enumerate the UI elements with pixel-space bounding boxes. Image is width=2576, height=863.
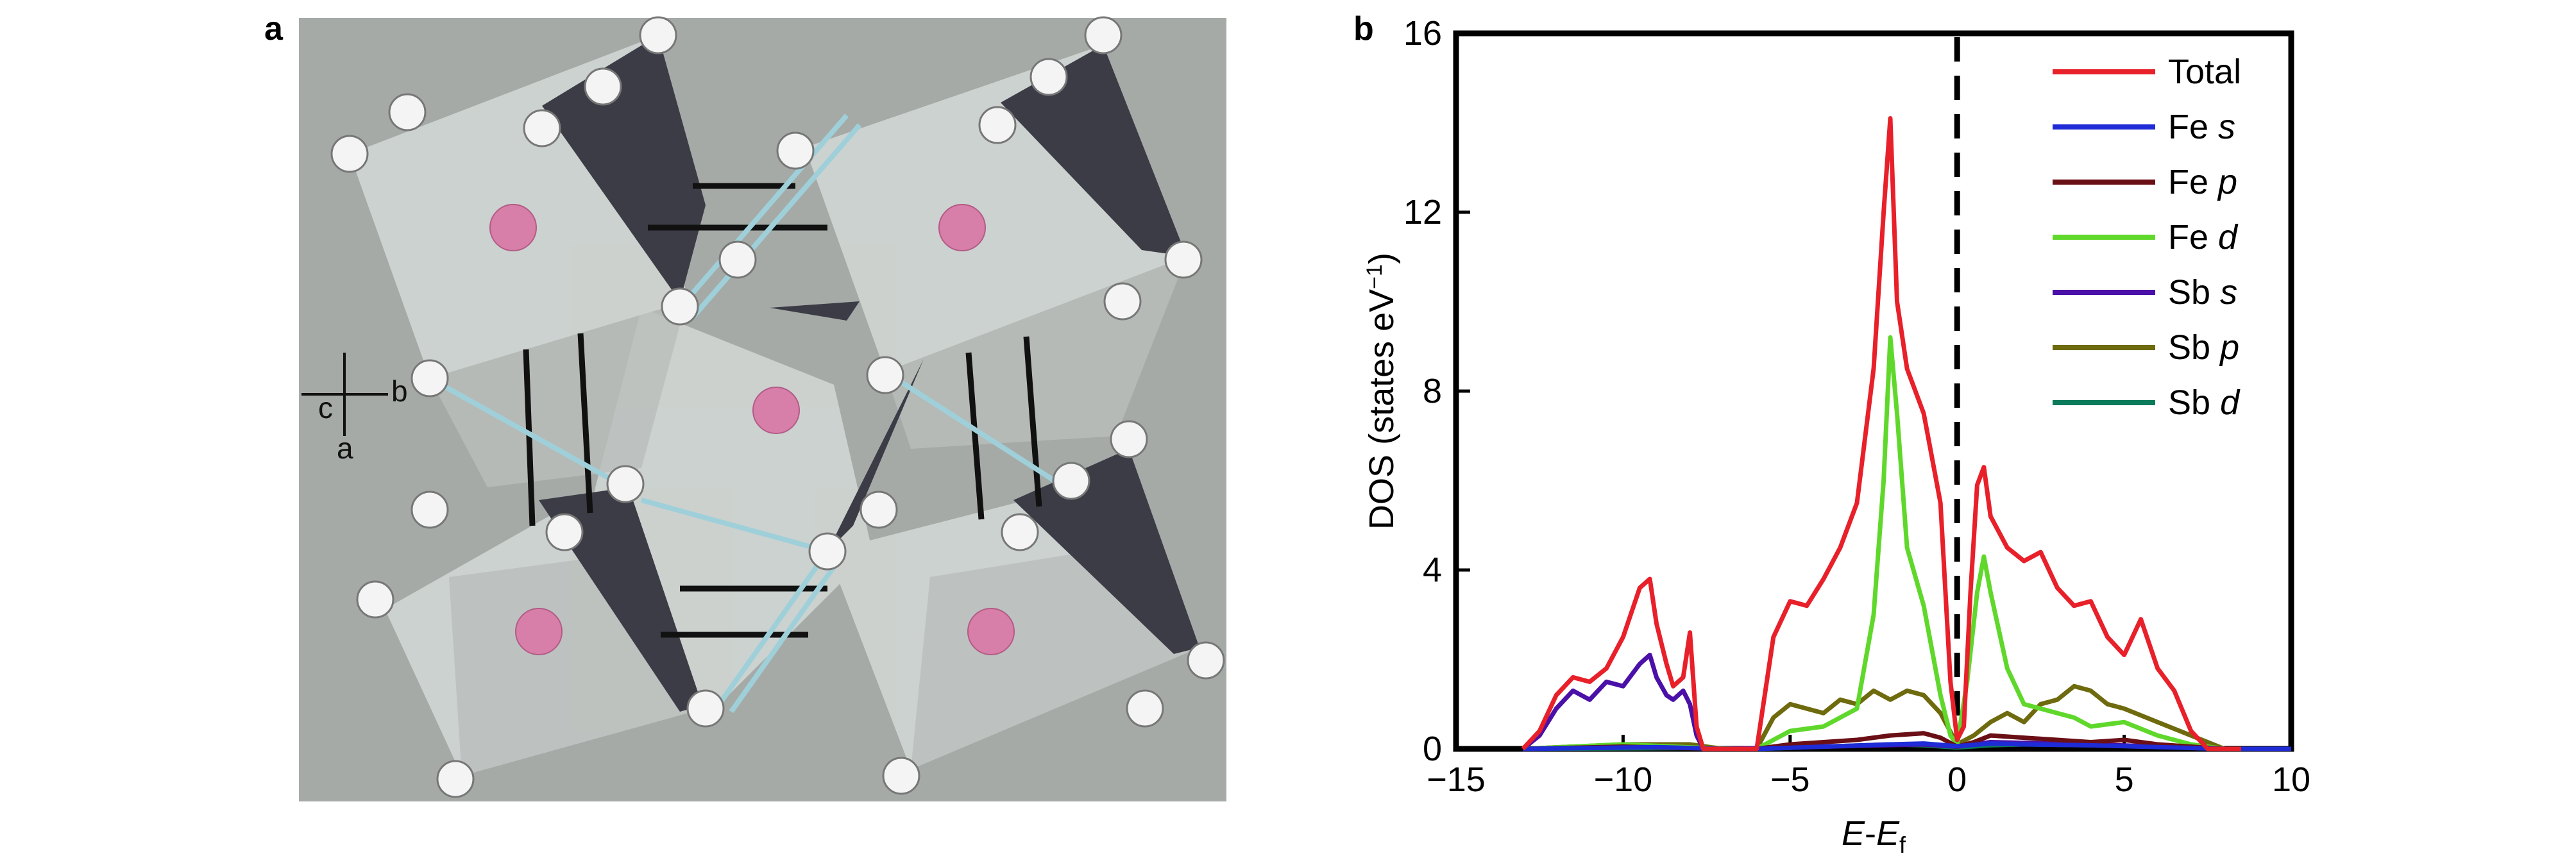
- series-line-total: [1521, 116, 2241, 751]
- legend: Total Fe s Fe p Fe d Sb s Sb p Sb d: [2053, 53, 2241, 422]
- fe-atoms: [489, 204, 1015, 655]
- series-line-fe-s: [1523, 741, 2291, 751]
- sb-atom: [1084, 16, 1123, 54]
- sb-atom: [808, 532, 847, 571]
- fe-atom: [489, 204, 537, 251]
- fe-atom: [515, 608, 563, 655]
- series-line-sb-p: [1523, 683, 2291, 751]
- plot-frame: [1453, 30, 2294, 752]
- sb-atom: [882, 757, 920, 795]
- dos-chart-panel: b −15 −10 −5 0 5 10 0 4 8 12 16 Total Fe s Fe p Fe d…: [1353, 10, 2310, 858]
- axis-ticks: [1454, 31, 2293, 751]
- x-tick-label: 10: [2272, 760, 2310, 799]
- y-tick-label: 0: [1423, 730, 1442, 768]
- sb-atom: [661, 287, 699, 326]
- legend-label: Sb p: [2168, 328, 2239, 367]
- sb-atom: [411, 490, 449, 529]
- sb-atom: [330, 135, 369, 173]
- y-tick-label: 12: [1403, 193, 1442, 231]
- sb-atom: [584, 67, 622, 106]
- axis-indicator: [301, 353, 388, 436]
- legend-label: Total: [2168, 53, 2241, 91]
- y-tick-label: 16: [1403, 14, 1442, 53]
- legend-label: Sb d: [2168, 383, 2241, 422]
- legend-label: Fe p: [2168, 163, 2237, 201]
- axis-label-c: c: [318, 391, 333, 424]
- sb-atom: [639, 16, 677, 54]
- axis-label-b: b: [391, 374, 408, 408]
- x-tick-label: 5: [2115, 760, 2134, 799]
- sb-atom: [606, 465, 645, 503]
- y-tick-labels: 0 4 8 12 16: [1403, 14, 1442, 768]
- dos-series: [1521, 116, 2291, 751]
- sb-atom: [1110, 420, 1148, 458]
- legend-label: Sb s: [2168, 273, 2237, 312]
- legend-label: Fe s: [2168, 108, 2235, 146]
- sb-atom: [436, 760, 475, 798]
- x-tick-label: −15: [1427, 760, 1486, 799]
- sb-atom: [1126, 689, 1164, 728]
- sb-atom: [718, 240, 757, 279]
- fe-atom: [752, 387, 800, 434]
- sb-atom: [1103, 282, 1142, 321]
- x-tick-label: −5: [1770, 760, 1810, 799]
- x-axis-label: E-Ef: [1842, 814, 1906, 858]
- y-tick-label: 4: [1423, 551, 1442, 589]
- x-tick-label: −10: [1594, 760, 1653, 799]
- sb-atom: [866, 356, 904, 394]
- sb-atom: [1030, 58, 1068, 96]
- legend-label: Fe d: [2168, 218, 2239, 256]
- sb-atom: [1164, 240, 1203, 279]
- sb-atom: [388, 93, 427, 131]
- sb-atoms: [330, 16, 1225, 798]
- sb-atom: [1001, 513, 1039, 551]
- crystal-structure-panel: a: [264, 10, 1226, 801]
- axis-label-a: a: [337, 432, 353, 465]
- dark-polyhedra-faces: [539, 35, 1199, 712]
- y-axis-label: DOS (states eV−1): [1362, 253, 1401, 530]
- cyan-bonds: [428, 113, 1067, 714]
- x-tick-label: 0: [1947, 760, 1967, 799]
- sb-atom: [686, 689, 725, 728]
- sb-atom: [523, 109, 561, 147]
- fe-atom: [967, 608, 1015, 655]
- sb-atom: [978, 106, 1017, 144]
- sb-atom: [356, 580, 394, 619]
- sb-atom: [1052, 462, 1090, 500]
- sb-atom: [545, 513, 584, 551]
- sb-atom: [1187, 641, 1225, 680]
- panel-b-label: b: [1353, 10, 1374, 47]
- y-tick-label: 8: [1423, 372, 1442, 410]
- fe-atom: [938, 204, 986, 251]
- panel-a-label: a: [264, 10, 284, 47]
- x-tick-labels: −15 −10 −5 0 5 10: [1427, 760, 2310, 799]
- sb-atom: [860, 490, 898, 529]
- sb-atom: [411, 359, 449, 398]
- sb-atom: [776, 131, 815, 170]
